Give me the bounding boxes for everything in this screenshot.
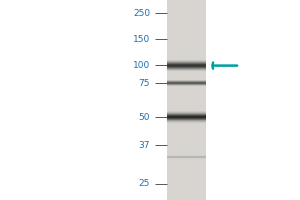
Bar (167, 157, 206, 158)
Bar (167, 155, 206, 156)
Bar (167, 121, 206, 122)
Bar (167, 118, 206, 119)
Bar (167, 158, 206, 159)
Bar (167, 113, 206, 114)
Bar (167, 120, 206, 121)
Bar (167, 70, 206, 71)
Bar (167, 116, 206, 117)
Bar (167, 70, 206, 71)
Bar (167, 119, 206, 120)
Bar (167, 67, 206, 68)
Text: 37: 37 (139, 140, 150, 149)
Bar (167, 156, 206, 157)
Bar (167, 158, 206, 159)
Bar (167, 81, 206, 82)
Text: 250: 250 (133, 8, 150, 18)
Text: 25: 25 (139, 180, 150, 188)
Bar (167, 62, 206, 63)
Bar (167, 80, 206, 81)
Bar (167, 61, 206, 62)
Bar (167, 111, 206, 112)
Bar (167, 156, 206, 157)
Bar (167, 85, 206, 86)
Text: 100: 100 (133, 60, 150, 70)
Bar (167, 84, 206, 85)
Text: 75: 75 (139, 78, 150, 88)
Text: 150: 150 (133, 34, 150, 44)
Bar (167, 83, 206, 84)
Bar (167, 112, 206, 113)
Bar (167, 158, 206, 159)
Bar (167, 118, 206, 119)
Bar (167, 116, 206, 117)
Bar (167, 158, 206, 159)
Bar (167, 114, 206, 115)
Bar (167, 61, 206, 62)
Bar (167, 157, 206, 158)
Bar (167, 63, 206, 64)
Bar (167, 0, 206, 200)
Bar (167, 156, 206, 157)
Bar (167, 84, 206, 85)
Bar (167, 80, 206, 81)
Bar (167, 115, 206, 116)
Bar (167, 157, 206, 158)
Bar (167, 112, 206, 113)
Bar (167, 68, 206, 69)
Bar (167, 113, 206, 114)
Bar (167, 81, 206, 82)
Bar (167, 117, 206, 118)
Bar (167, 65, 206, 66)
Bar (167, 83, 206, 84)
Bar (167, 64, 206, 65)
Bar (167, 82, 206, 83)
Bar (167, 155, 206, 156)
Bar (167, 60, 206, 61)
Bar (167, 155, 206, 156)
Bar (167, 64, 206, 65)
Bar (167, 114, 206, 115)
Bar (167, 81, 206, 82)
Bar (167, 62, 206, 63)
Bar (167, 155, 206, 156)
Bar (167, 69, 206, 70)
Bar (167, 117, 206, 118)
Bar (167, 66, 206, 67)
Bar (167, 155, 206, 156)
Bar (167, 82, 206, 83)
Bar (167, 68, 206, 69)
Bar (167, 80, 206, 81)
Bar (167, 121, 206, 122)
Text: 50: 50 (139, 112, 150, 121)
Bar (167, 66, 206, 67)
Bar (167, 157, 206, 158)
Bar (167, 120, 206, 121)
Bar (167, 111, 206, 112)
Bar (167, 82, 206, 83)
Bar (167, 85, 206, 86)
Bar (167, 67, 206, 68)
Bar (167, 63, 206, 64)
Bar (167, 69, 206, 70)
Bar (167, 60, 206, 61)
Bar (167, 83, 206, 84)
Bar (167, 65, 206, 66)
Bar (167, 115, 206, 116)
Bar (167, 85, 206, 86)
Bar (167, 156, 206, 157)
Bar (167, 119, 206, 120)
Bar (167, 156, 206, 157)
Bar (167, 66, 206, 67)
